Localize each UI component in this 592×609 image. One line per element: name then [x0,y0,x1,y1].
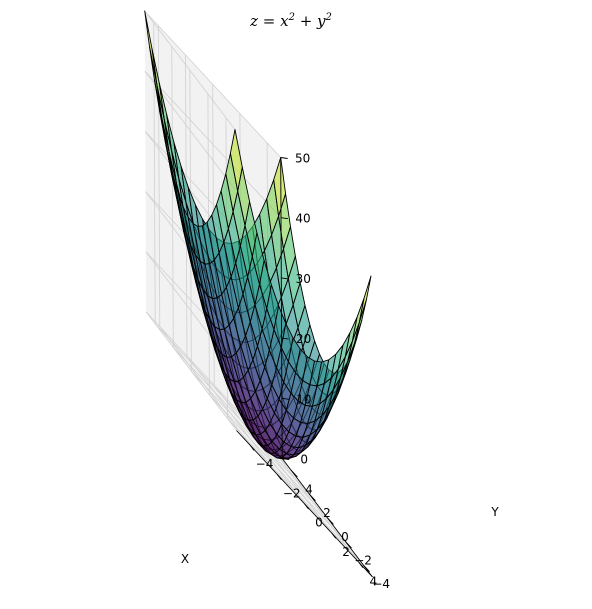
grid-line-z [144,10,281,158]
z-tick-label: 10 [296,392,311,406]
y-tick-mark [308,493,316,501]
x-tick-mark [304,503,309,510]
y-tick-mark [345,541,352,549]
z-tick-mark [281,277,289,280]
grid-line-z [144,70,282,218]
y-tick-label: −2 [354,554,372,568]
grid-line-y [227,418,364,566]
title-part-3: + y [295,12,326,30]
grid-line-z [145,311,237,431]
z-tick-label: 40 [295,212,310,226]
z-tick-label: 20 [296,332,311,346]
y-tick-label: −4 [372,577,390,591]
surface-patch [358,275,372,323]
x-tick-label: −2 [283,486,301,500]
z-tick-label: 0 [300,453,308,467]
x-tick-mark [249,444,255,451]
z-tick-mark [280,157,288,159]
y-tick-mark [363,564,370,573]
x-tick-label: −4 [256,457,274,471]
axis-lines [236,157,373,578]
grid-line-y [209,394,346,542]
y-tick-label: 2 [323,506,331,520]
x-tick-label: 0 [315,516,323,530]
z-axis-line [280,157,283,459]
x-axis-label: X [181,552,189,566]
title-part-4: 2 [325,12,332,23]
title-part-1: z = x [249,12,289,30]
y-tick-label: 4 [305,482,313,496]
y-tick-label: 0 [341,530,349,544]
x-tick-mark [331,532,337,539]
grid-line-y [171,46,174,348]
x-tick-mark [358,562,364,568]
surface-mesh [144,10,372,460]
z-tick-label: 30 [296,272,311,286]
x-tick-label: 4 [369,574,377,588]
grid-line-x [157,25,161,327]
z-tick-mark [281,397,289,400]
z-tick-label: 50 [295,152,310,166]
z-tick-mark [281,337,289,340]
z-tick-mark [280,217,289,220]
x-tick-mark [276,474,282,481]
y-axis-label: Y [490,505,499,519]
grid-line-z [144,10,236,130]
chart-title: z = x2 + y2 [249,12,332,30]
y-tick-mark [290,470,298,478]
y-tick-mark [327,517,334,525]
surface-patch [229,129,243,192]
title-part-2: 2 [288,12,295,23]
grid-line-y [172,347,310,495]
x-tick-label: 2 [342,545,350,559]
z-tick-mark [282,458,290,460]
